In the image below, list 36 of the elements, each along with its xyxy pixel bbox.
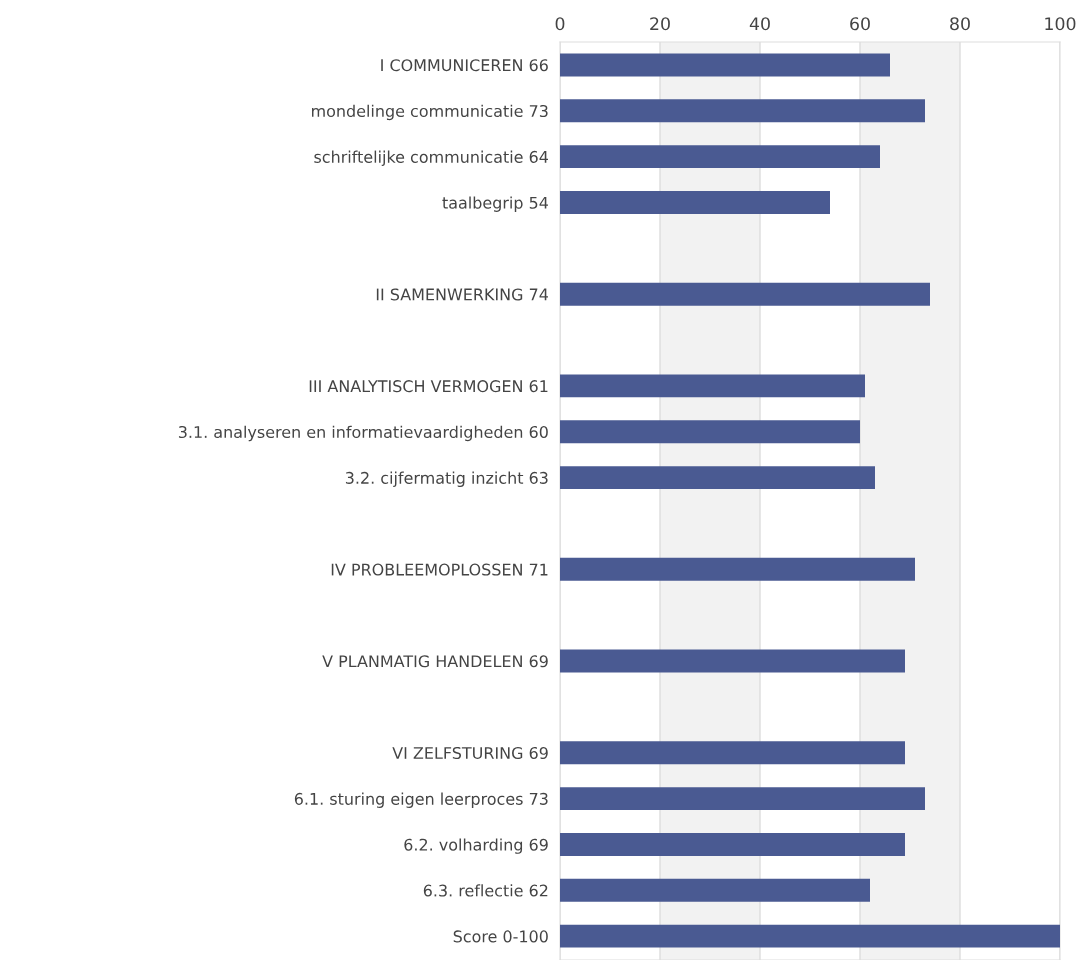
y-tick-label: 3.2. cijfermatig inzicht 63 [345,471,548,487]
y-tick-label: schriftelijke communicatie 64 [314,150,548,167]
x-tick-label: 40 [749,17,770,31]
y-tick-label: taalbegrip 54 [442,196,548,212]
bar [560,145,880,169]
x-tick-label: 0 [555,17,565,31]
bar [560,787,925,811]
x-tick-label: 80 [950,17,970,31]
bar [560,53,890,77]
bar [560,557,915,581]
bar [560,741,905,765]
y-tick-label: 3.1. analyseren en informatievaardigheden 60 [178,425,548,442]
y-tick-label: II SAMENWERKING 74 [376,288,548,301]
y-tick-label: VI ZELFSTURING 69 [392,746,548,760]
bar [560,649,905,673]
bar [560,99,925,123]
bar [560,466,875,490]
y-tick-label: I COMMUNICEREN 66 [381,59,548,72]
y-tick-label: mondelinge communicatie 73 [312,104,548,121]
y-tick-label: IV PROBLEEMOPLOSSEN 71 [331,563,548,576]
bar [560,878,870,902]
bar [560,191,830,214]
bar [560,420,860,444]
x-tick-label: 20 [650,17,670,31]
x-tick-label: 60 [850,17,870,31]
y-tick-label: 6.3. reflectie 62 [423,884,548,897]
bar [560,282,930,306]
bar [560,374,865,398]
y-tick-label: V PLANMATIG HANDELEN 69 [322,655,548,668]
y-tick-label: 6.1. sturing eigen leerproces 73 [294,792,548,808]
y-tick-label: Score 0-100 [453,930,548,943]
bar [560,832,905,856]
bar [560,924,1060,948]
y-tick-label: 6.2. volharding 69 [404,838,548,854]
x-tick-label: 100 [1045,17,1076,31]
y-tick-label: III ANALYTISCH VERMOGEN 61 [309,380,548,393]
